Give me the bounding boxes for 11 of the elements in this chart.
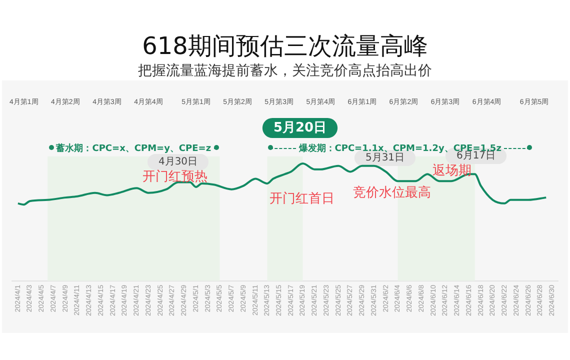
text: 5月20日 <box>273 120 327 136</box>
annotation: 开门红首日 <box>270 190 334 206</box>
chart-title: 618期间预估三次流量高峰 <box>141 31 429 62</box>
text: 6月17日 <box>456 150 496 162</box>
text: 蓄水期：CPC=x、CPM=y、CPE=z <box>56 142 212 155</box>
annotation: 返场期 <box>432 163 472 178</box>
chart-subtitle: 把握流量蓝海提前蓄水，关注竞价高点抬高出价 <box>137 62 433 80</box>
annotation: 5月31日 <box>365 152 405 164</box>
annotation: 竞价水位最高 <box>353 184 431 200</box>
annotation: 开门红预热 <box>142 168 208 184</box>
annotation: 4月30日 <box>158 156 198 168</box>
